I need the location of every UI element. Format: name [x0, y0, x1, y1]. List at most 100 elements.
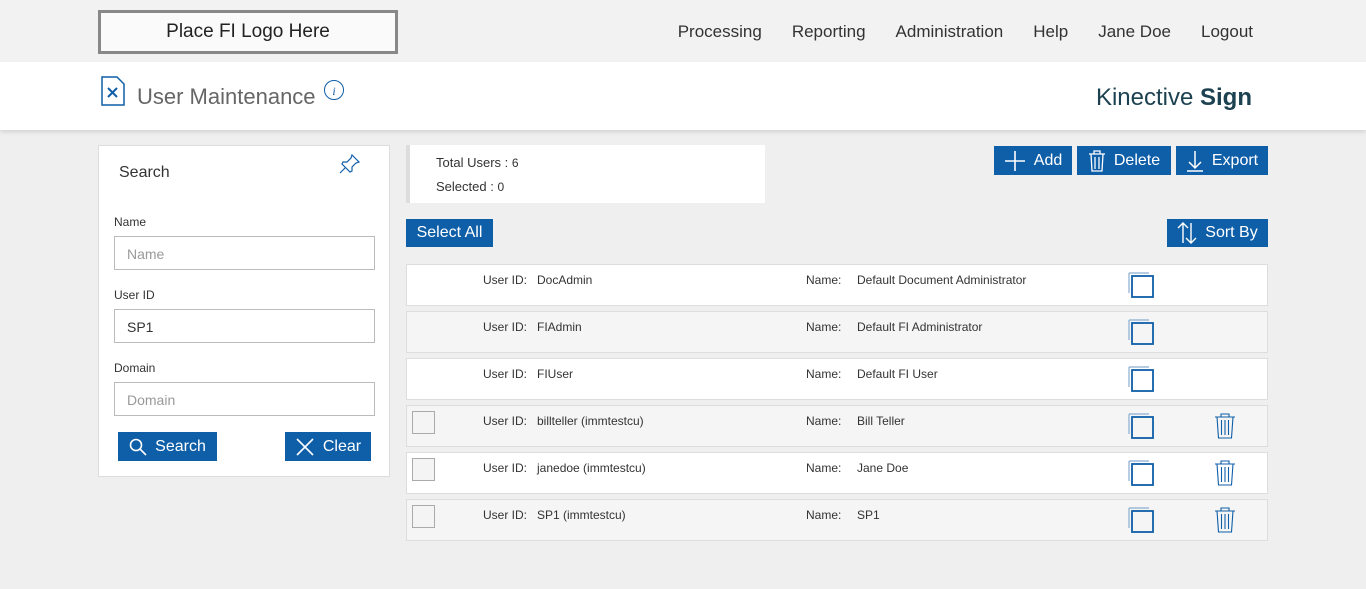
name-label: Name:: [806, 414, 842, 428]
sort-label: Sort By: [1205, 224, 1258, 241]
name-label: Name:: [806, 273, 842, 287]
logo: Place FI Logo Here: [98, 10, 398, 54]
copy-button[interactable]: [1127, 506, 1155, 539]
text-input[interactable]: SP1: [114, 309, 375, 343]
export-icon: [1186, 150, 1203, 172]
nav-item[interactable]: Processing: [677, 22, 762, 41]
user-name: Default FI User: [857, 367, 938, 381]
trash-icon[interactable]: [1214, 507, 1236, 533]
search-title: Search: [119, 164, 170, 181]
user-name: Bill Teller: [857, 414, 905, 428]
row-checkbox[interactable]: [412, 458, 435, 481]
copy-button[interactable]: [1127, 271, 1155, 304]
copy-icon[interactable]: [1127, 271, 1155, 299]
export-button[interactable]: Export: [1176, 146, 1268, 175]
pin-icon[interactable]: [338, 152, 362, 176]
copy-button[interactable]: [1127, 318, 1155, 351]
row-checkbox[interactable]: [412, 411, 435, 434]
name-label: Name:: [806, 320, 842, 334]
field-label: Name: [114, 215, 147, 229]
delete-row-button[interactable]: [1214, 413, 1236, 444]
clear-label: Clear: [322, 437, 362, 455]
user-id: SP1 (immtestcu): [537, 508, 626, 522]
nav-item[interactable]: Administration: [895, 22, 1004, 41]
delete-icon: [1088, 149, 1105, 172]
user-name: Default Document Administrator: [857, 273, 1027, 287]
brand-light: Kinective: [1095, 84, 1194, 111]
field-label: Domain: [114, 361, 156, 375]
copy-icon[interactable]: [1127, 459, 1155, 487]
copy-icon[interactable]: [1127, 506, 1155, 534]
total-label: Total Users :: [436, 155, 509, 170]
user-id-label: User ID:: [483, 461, 528, 475]
add-label: Add: [1033, 151, 1063, 169]
user-id: FIUser: [537, 367, 573, 381]
delete-label: Delete: [1113, 151, 1161, 169]
field-label: User ID: [114, 288, 155, 302]
copy-button[interactable]: [1127, 412, 1155, 445]
selected-value: 0: [497, 180, 505, 194]
total-value: 6: [511, 156, 519, 170]
trash-icon[interactable]: [1214, 413, 1236, 439]
delete-row-button[interactable]: [1214, 460, 1236, 491]
copy-button[interactable]: [1127, 459, 1155, 492]
nav-item[interactable]: Help: [1033, 22, 1069, 41]
page-icon: [101, 76, 125, 106]
nav: Processing Reporting Administration Help Jan…: [678, 22, 1253, 42]
name-label: Name:: [806, 508, 842, 522]
info-icon[interactable]: i: [323, 79, 345, 101]
trash-icon[interactable]: [1214, 460, 1236, 486]
nav-item[interactable]: Reporting: [791, 22, 866, 41]
copy-icon[interactable]: [1127, 318, 1155, 346]
user-id: billteller (immtestcu): [537, 414, 644, 428]
search-button[interactable]: Search: [118, 432, 217, 461]
user-name: Jane Doe: [857, 461, 909, 475]
page-title: User Maintenance: [137, 84, 316, 109]
user-id: FIAdmin: [537, 320, 582, 334]
user-row: [406, 499, 1268, 541]
select-all-button[interactable]: Select All: [406, 219, 493, 247]
user-name: Default FI Administrator: [857, 320, 983, 334]
sort-by-button[interactable]: Sort By: [1167, 219, 1268, 247]
svg-text:i: i: [332, 84, 335, 98]
user-id: janedoe (immtestcu): [537, 461, 646, 475]
summary: Total Users : 6 Selected : 0: [406, 145, 765, 203]
user-row: [406, 264, 1268, 306]
name-label: Name:: [806, 461, 842, 475]
user-id-label: User ID:: [483, 508, 528, 522]
user-row: [406, 405, 1268, 447]
clear-icon: [296, 437, 314, 456]
brand: Kinective Sign: [1096, 84, 1252, 112]
copy-icon[interactable]: [1127, 365, 1155, 393]
selected-label: Selected :: [436, 179, 494, 194]
delete-row-button[interactable]: [1214, 507, 1236, 538]
copy-icon[interactable]: [1127, 412, 1155, 440]
title-bar: [0, 62, 1366, 130]
user-row: [406, 452, 1268, 494]
user-id-label: User ID:: [483, 367, 528, 381]
add-icon: [1004, 150, 1025, 171]
name-label: Name:: [806, 367, 842, 381]
brand-bold: Sign: [1200, 84, 1252, 111]
nav-item[interactable]: Jane Doe: [1098, 22, 1171, 41]
user-id: DocAdmin: [537, 273, 593, 287]
text-input[interactable]: Name: [114, 236, 375, 270]
export-label: Export: [1211, 151, 1259, 169]
total-users: Total Users : 6: [436, 151, 765, 175]
selected-users: Selected : 0: [436, 175, 765, 199]
delete-button[interactable]: Delete: [1077, 146, 1171, 175]
user-id-label: User ID:: [483, 414, 528, 428]
sort-icon: [1177, 222, 1197, 244]
user-id-label: User ID:: [483, 273, 528, 287]
clear-button[interactable]: Clear: [285, 432, 371, 461]
add-button[interactable]: Add: [994, 146, 1072, 175]
search-label: Search: [155, 437, 206, 455]
search-icon: [129, 438, 147, 456]
user-id-label: User ID:: [483, 320, 528, 334]
text-input[interactable]: Domain: [114, 382, 375, 416]
copy-button[interactable]: [1127, 365, 1155, 398]
user-row: [406, 358, 1268, 400]
nav-item[interactable]: Logout: [1201, 22, 1253, 41]
row-checkbox[interactable]: [412, 505, 435, 528]
